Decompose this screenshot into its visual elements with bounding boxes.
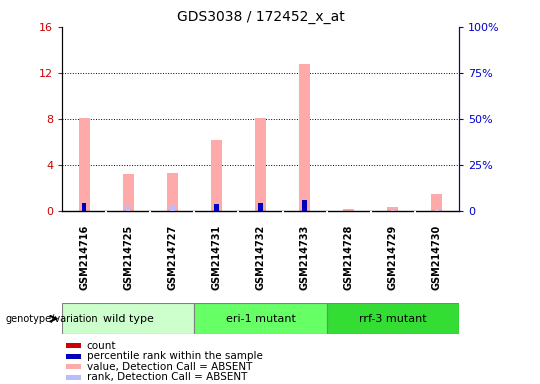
Bar <box>327 303 459 334</box>
Text: GSM214731: GSM214731 <box>212 225 221 290</box>
Bar <box>431 194 442 211</box>
Text: value, Detection Call = ABSENT: value, Detection Call = ABSENT <box>86 362 252 372</box>
Text: percentile rank within the sample: percentile rank within the sample <box>86 351 262 361</box>
Bar <box>167 173 178 211</box>
Bar <box>211 140 222 211</box>
Bar <box>214 204 219 211</box>
Text: rank, Detection Call = ABSENT: rank, Detection Call = ABSENT <box>86 372 247 382</box>
Text: GSM214730: GSM214730 <box>432 225 442 290</box>
Bar <box>82 203 86 211</box>
Title: GDS3038 / 172452_x_at: GDS3038 / 172452_x_at <box>177 10 345 25</box>
Text: GSM214727: GSM214727 <box>167 225 177 290</box>
Bar <box>255 118 266 211</box>
Bar <box>435 209 439 211</box>
Text: GSM214716: GSM214716 <box>79 225 89 290</box>
Bar <box>62 303 194 334</box>
Bar <box>66 375 81 380</box>
Bar <box>299 64 310 211</box>
Text: GSM214728: GSM214728 <box>344 225 354 290</box>
Bar <box>390 210 395 211</box>
Bar <box>126 206 131 211</box>
Text: GSM214733: GSM214733 <box>300 225 309 290</box>
Text: GSM214725: GSM214725 <box>123 225 133 290</box>
Bar <box>123 174 134 211</box>
Bar <box>343 210 354 211</box>
Text: eri-1 mutant: eri-1 mutant <box>226 314 295 324</box>
Text: genotype/variation: genotype/variation <box>5 314 98 324</box>
Text: wild type: wild type <box>103 314 154 324</box>
Bar <box>194 303 327 334</box>
Bar <box>66 343 81 348</box>
Bar <box>302 200 307 211</box>
Bar <box>66 364 81 369</box>
Bar <box>79 118 90 211</box>
Text: GSM214729: GSM214729 <box>388 225 398 290</box>
Text: count: count <box>86 341 116 351</box>
Bar <box>302 200 307 211</box>
Bar <box>258 203 263 211</box>
Bar <box>66 354 81 359</box>
Text: rrf-3 mutant: rrf-3 mutant <box>359 314 427 324</box>
Text: GSM214732: GSM214732 <box>255 225 266 290</box>
Bar <box>170 205 174 211</box>
Bar <box>387 207 399 211</box>
